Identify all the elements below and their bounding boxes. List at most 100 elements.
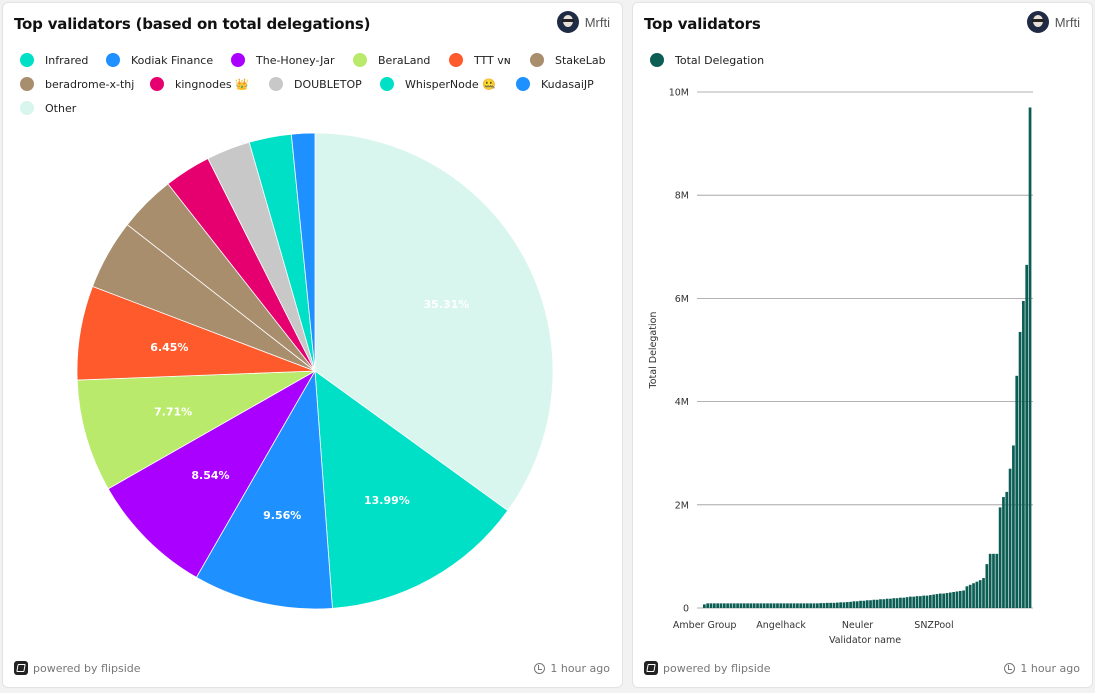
bar[interactable] (968, 584, 972, 608)
bar[interactable] (712, 603, 716, 608)
bar[interactable] (935, 594, 939, 608)
bar[interactable] (958, 590, 962, 608)
bar[interactable] (869, 600, 872, 608)
bar[interactable] (978, 580, 982, 608)
bar[interactable] (759, 603, 763, 608)
pie-slice-2[interactable] (107, 369, 317, 578)
legend-item-6[interactable]: beradrome-x-thj (20, 77, 134, 91)
bar[interactable] (962, 590, 965, 608)
bar[interactable] (789, 603, 793, 608)
bar[interactable] (825, 602, 829, 608)
bar[interactable] (1022, 300, 1025, 608)
bar[interactable] (849, 601, 852, 608)
legend-item-10[interactable]: KudasaiJP (516, 77, 594, 91)
legend-item-7[interactable]: kingnodes 👑 (150, 77, 249, 91)
bar[interactable] (895, 598, 899, 608)
legend-item-9[interactable]: WhisperNode 🤐 (380, 77, 496, 91)
bar[interactable] (776, 603, 779, 608)
bar[interactable] (905, 597, 909, 608)
bar[interactable] (802, 603, 806, 608)
bar[interactable] (938, 593, 942, 608)
bar[interactable] (988, 553, 992, 608)
pie-slice-10[interactable] (290, 132, 316, 372)
bar[interactable] (722, 603, 726, 608)
bar[interactable] (909, 596, 912, 608)
bar[interactable] (709, 603, 713, 608)
bar[interactable] (716, 603, 720, 608)
bar[interactable] (726, 603, 729, 608)
bar[interactable] (815, 603, 819, 608)
bar[interactable] (835, 602, 839, 608)
bar[interactable] (855, 601, 859, 608)
legend-item-5[interactable]: StakeLab (530, 53, 606, 67)
legend-item-4[interactable]: TTT ᴠɴ (449, 53, 511, 67)
bar[interactable] (872, 599, 876, 608)
bar[interactable] (932, 594, 936, 608)
bar[interactable] (928, 595, 932, 608)
bar[interactable] (769, 603, 773, 608)
bar[interactable] (829, 602, 833, 608)
bar[interactable] (912, 596, 916, 608)
bar[interactable] (955, 591, 959, 608)
bar[interactable] (792, 603, 796, 608)
bar[interactable] (729, 603, 733, 608)
bar[interactable] (799, 603, 803, 608)
bar[interactable] (975, 581, 979, 608)
bar[interactable] (882, 599, 886, 608)
bar[interactable] (899, 597, 902, 608)
bar[interactable] (948, 592, 952, 608)
pie-footer-powered[interactable]: powered by flipside (14, 661, 141, 675)
bar[interactable] (902, 597, 906, 608)
bar[interactable] (752, 603, 756, 608)
bar[interactable] (1015, 375, 1019, 608)
pie-slice-1[interactable] (195, 369, 333, 610)
bar[interactable] (736, 603, 739, 608)
bar[interactable] (782, 603, 786, 608)
bar-footer-powered[interactable]: powered by flipside (644, 661, 771, 675)
bar[interactable] (995, 553, 999, 608)
bar[interactable] (766, 603, 769, 608)
bar[interactable] (945, 593, 949, 608)
bar[interactable] (985, 564, 989, 608)
bar[interactable] (806, 603, 809, 608)
bar[interactable] (915, 596, 919, 608)
bar-card-author[interactable]: Mrfti (1026, 11, 1080, 33)
bar[interactable] (885, 598, 889, 608)
bar[interactable] (812, 603, 816, 608)
bar[interactable] (1025, 264, 1029, 608)
bar[interactable] (982, 578, 985, 608)
bar[interactable] (842, 602, 846, 608)
bar[interactable] (819, 603, 823, 608)
bar[interactable] (875, 599, 879, 608)
bar[interactable] (796, 603, 799, 608)
bar[interactable] (706, 603, 710, 608)
bar[interactable] (992, 553, 995, 608)
pie-slice-11[interactable] (314, 132, 554, 512)
legend-item-total-delegation[interactable]: Total Delegation (650, 53, 764, 67)
bar[interactable] (965, 586, 969, 608)
bar[interactable] (1018, 331, 1022, 608)
bar[interactable] (779, 603, 783, 608)
bar[interactable] (862, 600, 866, 608)
bar[interactable] (892, 598, 896, 608)
bar[interactable] (1028, 107, 1032, 609)
bar[interactable] (746, 603, 749, 608)
bar[interactable] (756, 603, 759, 608)
bar[interactable] (832, 602, 836, 608)
bar[interactable] (852, 601, 856, 608)
bar[interactable] (972, 583, 975, 608)
bar[interactable] (786, 603, 789, 608)
legend-item-0[interactable]: Infrared (20, 53, 88, 67)
pie-slice-0[interactable] (314, 370, 509, 609)
bar[interactable] (1005, 491, 1009, 608)
bar[interactable] (922, 595, 926, 608)
pie-card-author[interactable]: Mrfti (556, 11, 610, 33)
legend-item-11[interactable]: Other (20, 101, 76, 115)
bar[interactable] (1002, 497, 1005, 608)
bar[interactable] (809, 603, 813, 608)
legend-item-2[interactable]: The-Honey-Jar (231, 53, 335, 67)
bar[interactable] (742, 603, 746, 608)
bar[interactable] (719, 603, 723, 608)
legend-item-8[interactable]: DOUBLETOP (269, 77, 362, 91)
bar[interactable] (1008, 468, 1012, 608)
